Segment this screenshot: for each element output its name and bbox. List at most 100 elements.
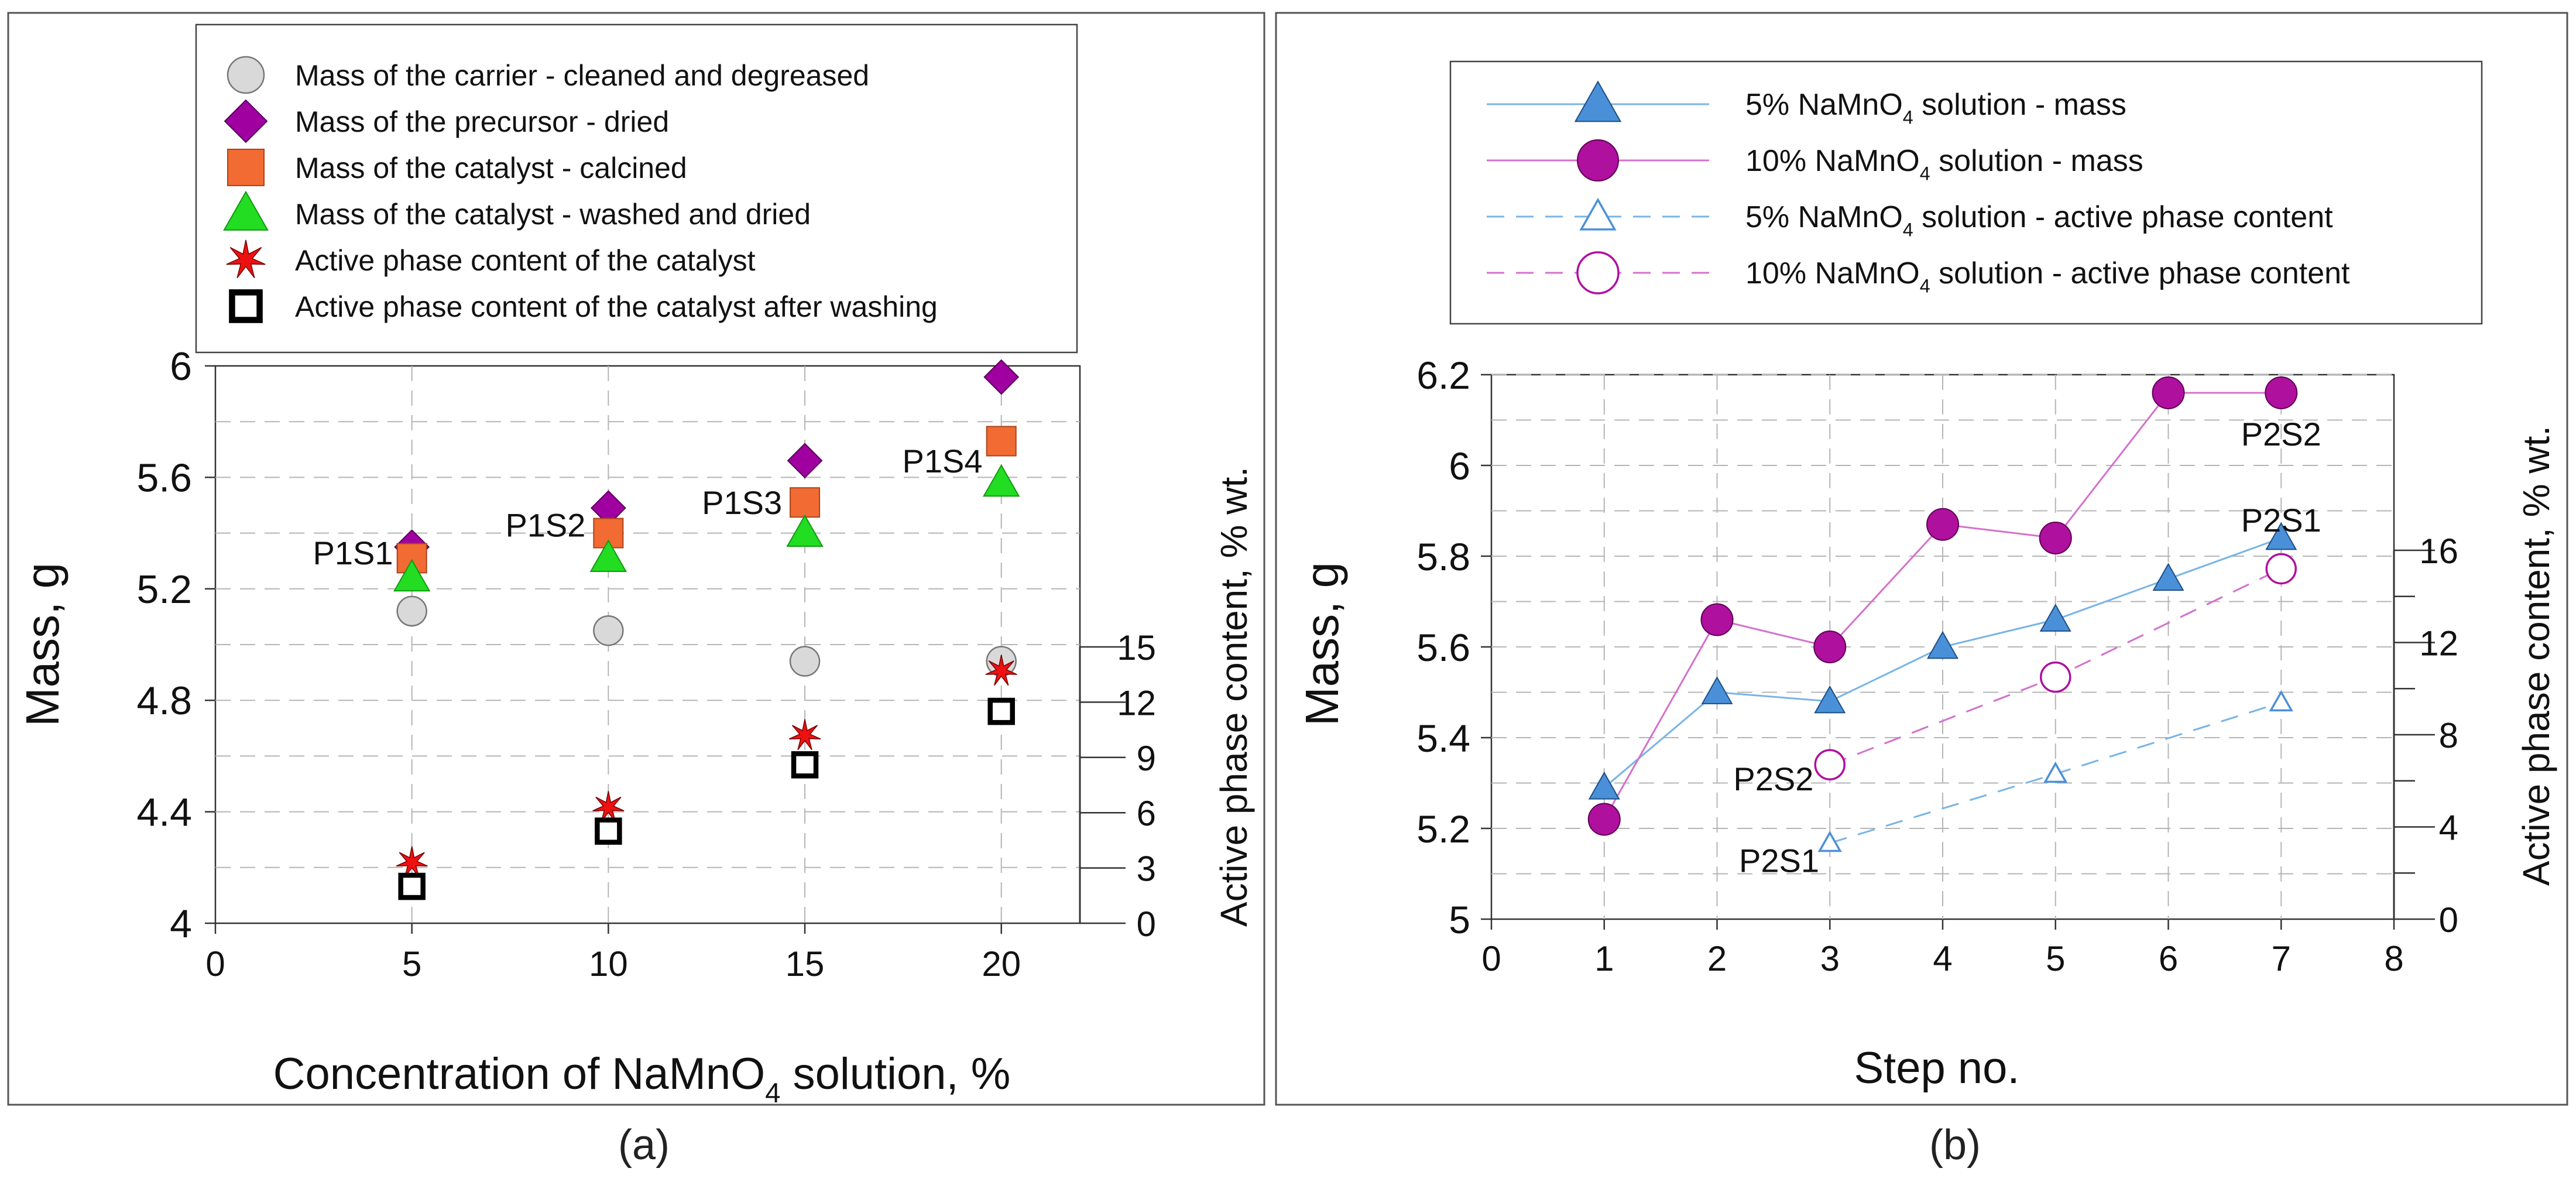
x-tick-label: 8 (2384, 939, 2403, 978)
point-carrier (593, 615, 624, 646)
point-m5 (2039, 604, 2071, 632)
legend-a-box (195, 23, 1078, 354)
point-m5 (1701, 676, 1733, 704)
y-tick-label: 4 (170, 902, 192, 946)
point-m5 (1814, 685, 1846, 714)
y-tick-label: 5.2 (1416, 807, 1470, 851)
point-active_washed (791, 751, 819, 779)
legend-label: 10% NaMnO4 solution - active phase conte… (1745, 256, 2350, 297)
x-tick-label: 3 (1820, 939, 1840, 978)
y2-axis-label: Active phase content, % wt. (2515, 426, 2557, 886)
legend-b-box (1449, 60, 2483, 325)
y2-tick-label: 0 (1137, 905, 1156, 944)
y-tick-label: 4.4 (136, 790, 192, 835)
point-a5 (2269, 690, 2293, 712)
y2-tick-label: 3 (1137, 849, 1156, 889)
legend-marker-a10 (1576, 251, 1620, 294)
y2-tick-label: 8 (2439, 716, 2458, 755)
point-carrier (789, 646, 821, 677)
x-tick-label: 6 (2159, 939, 2178, 978)
y-tick-label: 5.6 (136, 455, 192, 500)
legend-b: 5% NaMnO4 solution - mass 10% NaMnO4 solu… (1449, 60, 2483, 325)
legend-label: Mass of the catalyst - washed and dried (295, 198, 811, 231)
x-tick-label: 10 (589, 944, 628, 984)
point-a5 (1817, 830, 1842, 852)
y2-axis-label: Active phase content, % wt. (1213, 467, 1255, 927)
x-tick-label: 0 (1481, 939, 1501, 978)
point-m10 (1587, 803, 1621, 836)
point-active_washed (398, 872, 426, 900)
point-precursor (787, 443, 823, 479)
y-tick-label: 6.2 (1416, 354, 1470, 397)
y-tick-label: 6 (170, 344, 192, 389)
point-m5 (2265, 522, 2297, 550)
x-tick-label: 0 (205, 944, 225, 984)
panel-a-frame (7, 12, 1265, 1106)
legend-marker-calcined (227, 149, 265, 186)
point-calcined (986, 426, 1017, 457)
point-washed (589, 539, 627, 572)
y-tick-label: 5.4 (1416, 717, 1470, 760)
legend-label: Active phase content of the catalyst aft… (295, 290, 938, 323)
point-active (985, 655, 1017, 686)
point-m10 (1700, 603, 1734, 636)
x-tick-label: 1 (1594, 939, 1614, 978)
point-active_washed (595, 817, 622, 845)
panel-b-caption: (b) (1929, 1122, 1981, 1169)
y2-tick-label: 12 (2419, 624, 2458, 663)
legend-marker-washed (223, 190, 269, 231)
panel-b-frame (1275, 12, 2568, 1106)
y2-tick-label: 4 (2439, 808, 2458, 848)
y-axis-label: Mass, g (1296, 562, 1348, 726)
legend-label: Active phase content of the catalyst (295, 244, 756, 277)
x-tick-label: 5 (2046, 939, 2065, 978)
y-tick-label: 6 (1449, 444, 1470, 488)
x-tick-label: 7 (2272, 939, 2291, 978)
x-tick-label: 2 (1707, 939, 1727, 978)
annotation-label: P1S2 (505, 506, 585, 543)
legend-label: Mass of the carrier - cleaned and degrea… (295, 59, 869, 92)
point-m5 (1926, 631, 1959, 659)
point-a10 (1814, 749, 1846, 780)
y-tick-label: 5 (1449, 898, 1470, 941)
legend-label: Mass of the catalyst - calcined (295, 152, 687, 184)
point-m10 (2265, 376, 2298, 409)
legend-label: 5% NaMnO4 solution - mass (1745, 88, 2126, 128)
legend-label: 10% NaMnO4 solution - mass (1745, 144, 2143, 184)
point-active (788, 719, 821, 751)
annotation-label: P1S3 (702, 484, 782, 521)
point-m10 (1926, 508, 1959, 541)
point-calcined (790, 487, 821, 518)
x-tick-label: 4 (1933, 939, 1952, 978)
point-a5 (2043, 761, 2068, 783)
annotation-label: P2S2 (1733, 760, 1813, 797)
legend-marker-active (226, 239, 266, 279)
legend-label: Mass of the precursor - dried (295, 105, 669, 138)
x-tick-label: 20 (982, 944, 1021, 984)
legend-marker-carrier (227, 56, 265, 94)
y-tick-label: 4.8 (136, 679, 192, 723)
point-m10 (2039, 522, 2072, 554)
x-axis-label: Step no. (1854, 1043, 2019, 1093)
annotation-label: P1S1 (313, 535, 393, 571)
y-tick-label: 5.6 (1416, 626, 1470, 669)
point-m5 (2152, 563, 2184, 591)
point-precursor (983, 359, 1020, 395)
x-tick-label: 15 (786, 944, 825, 984)
annotation-label: P2S2 (2241, 416, 2321, 453)
point-a10 (2040, 661, 2071, 693)
annotation-label: P1S4 (903, 443, 983, 479)
y-tick-label: 5.8 (1416, 535, 1470, 578)
y2-tick-label: 6 (1137, 794, 1156, 833)
annotation-label: P2S1 (1739, 842, 1819, 879)
point-washed (786, 514, 824, 547)
y2-tick-label: 16 (2419, 532, 2458, 571)
point-washed (983, 464, 1020, 497)
point-m10 (2152, 376, 2185, 409)
y-axis-label: Mass, g (16, 563, 68, 727)
legend-marker-m5 (1574, 80, 1622, 122)
point-active (592, 791, 625, 822)
y-tick-label: 5.2 (136, 567, 192, 612)
x-axis-label: Concentration of NaMnO4 solution, % (273, 1049, 1011, 1108)
